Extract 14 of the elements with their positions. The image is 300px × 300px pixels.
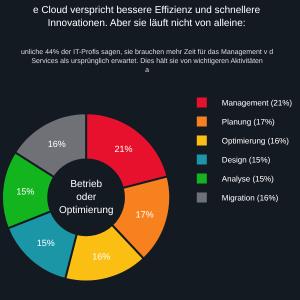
data-label: 15%: [16, 186, 34, 197]
text: Betrieb oder Optimierung: [59, 179, 114, 216]
data-label: 16%: [92, 251, 110, 262]
data-label: 15%: [36, 238, 55, 248]
legend-label: Optimierung (16%): [222, 136, 290, 146]
data-label: 16%: [48, 138, 66, 149]
data-label: 21%: [114, 144, 132, 154]
data-label: 17%: [136, 209, 154, 220]
legend-label: Planung (17%): [222, 118, 276, 127]
legend-label: Analyse (15%): [222, 174, 274, 184]
legend-label: Migration (16%): [222, 194, 279, 203]
legend-label: Design (15%): [222, 156, 271, 165]
chart-title: e Cloud verspricht bessere Effizienz und schnellere Innovationen. Aber sie läuft nicht von alleine:: [33, 5, 261, 29]
legend-label: Management (21%): [222, 98, 292, 108]
